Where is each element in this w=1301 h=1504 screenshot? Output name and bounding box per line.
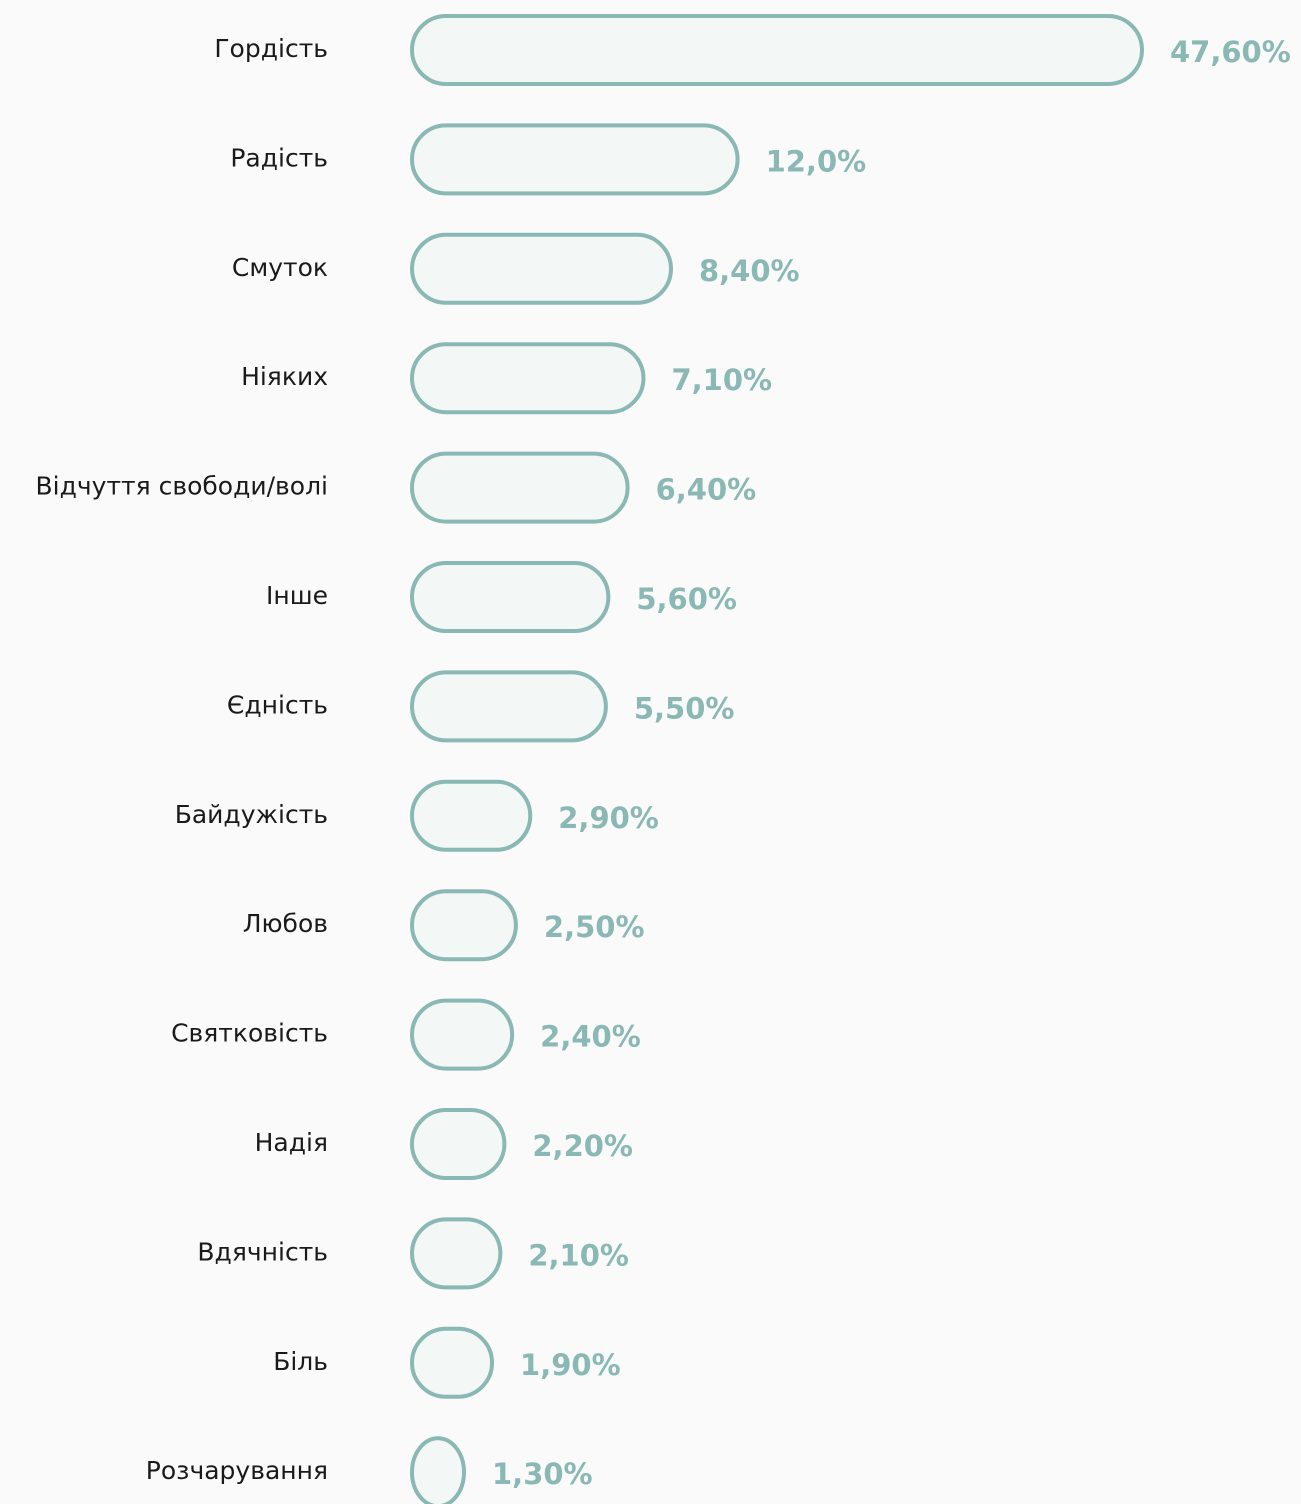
bar bbox=[410, 1108, 507, 1180]
category-label: Ніяких bbox=[241, 362, 328, 391]
value-label: 2,50% bbox=[544, 910, 645, 944]
bar bbox=[410, 342, 646, 415]
bar bbox=[410, 1217, 503, 1290]
category-label: Смуток bbox=[232, 253, 328, 282]
bar bbox=[410, 1436, 466, 1504]
category-label: Радість bbox=[230, 143, 328, 172]
value-label: 2,90% bbox=[558, 801, 659, 835]
bar bbox=[410, 779, 533, 852]
bar bbox=[410, 670, 608, 743]
category-label: Вдячність bbox=[197, 1237, 328, 1266]
value-label: 12,0% bbox=[766, 144, 867, 178]
category-label: Розчарування bbox=[146, 1456, 328, 1485]
value-label: 2,40% bbox=[540, 1020, 641, 1054]
value-label: 6,40% bbox=[656, 473, 757, 507]
bar bbox=[410, 123, 740, 196]
value-label: 5,50% bbox=[634, 691, 735, 725]
value-label: 8,40% bbox=[699, 254, 800, 288]
category-label: Байдужість bbox=[175, 800, 328, 829]
category-label: Надія bbox=[255, 1128, 328, 1157]
bar bbox=[410, 998, 515, 1071]
bar bbox=[410, 889, 518, 962]
category-label: Святковість bbox=[171, 1019, 328, 1048]
bar bbox=[410, 232, 673, 305]
value-label: 5,60% bbox=[636, 582, 737, 616]
value-label: 1,90% bbox=[520, 1348, 621, 1382]
category-label: Гордість bbox=[214, 34, 328, 63]
bar bbox=[410, 561, 611, 633]
bar bbox=[410, 1326, 495, 1399]
category-label: Інше bbox=[266, 581, 328, 610]
value-label: 2,20% bbox=[532, 1129, 633, 1163]
category-label: Любов bbox=[243, 909, 328, 938]
value-label: 7,10% bbox=[671, 363, 772, 397]
value-label: 47,60% bbox=[1170, 35, 1291, 69]
value-label: 1,30% bbox=[492, 1457, 593, 1491]
value-label: 2,10% bbox=[528, 1238, 629, 1272]
bar bbox=[410, 451, 630, 524]
bar bbox=[410, 14, 1144, 86]
category-label: Біль bbox=[273, 1347, 328, 1376]
category-label: Відчуття свободи/волі bbox=[36, 472, 328, 501]
category-label: Єдність bbox=[227, 690, 328, 719]
